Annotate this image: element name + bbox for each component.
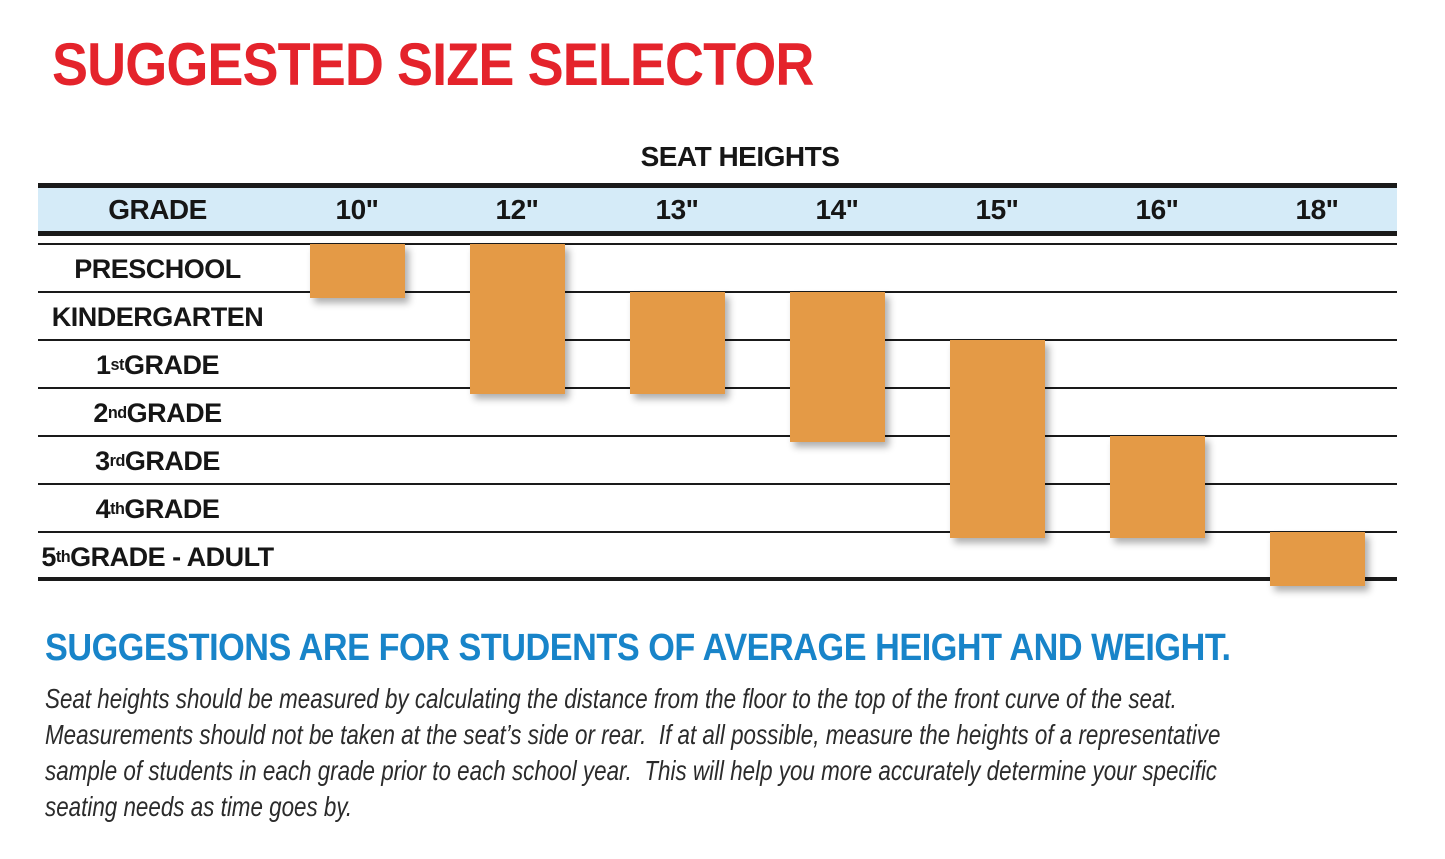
table-row [38,389,1397,437]
grade-text: PRESCHOOL [74,253,241,284]
grade-text: GRADE [123,349,220,380]
size-selector-table: GRADE 10" 12" 13" 14" 15" 16" 18" PRESCHOOL KIN… [38,183,1397,586]
grade-text: 2 [93,397,108,428]
column-header-15in: 15" [975,193,1019,225]
grade-text: GRADE [124,445,221,476]
note-line: Measurements should not be taken at the … [45,719,1221,750]
grade-text: GRADE [124,493,220,524]
column-header-14in: 14" [815,193,859,225]
table-row [38,533,1397,581]
seat-height-bar-13in [629,292,725,394]
column-header-18in: 18" [1295,193,1339,225]
table-header-row: GRADE 10" 12" 13" 14" 15" 16" 18" [38,183,1397,236]
page-title: SUGGESTED SIZE SELECTOR [52,31,814,98]
column-header-grade: GRADE [108,193,207,225]
seat-height-bar-10in [309,244,405,298]
column-header-10in: 10" [335,193,379,225]
grade-text: GRADE [126,397,223,428]
note-paragraph: Seat heights should be measured by calcu… [45,681,1220,825]
grade-text: 3 [95,445,110,476]
seat-height-bar-18in [1269,532,1365,586]
note-heading: SUGGESTIONS ARE FOR STUDENTS OF AVERAGE … [45,627,1231,669]
column-header-16in: 16" [1135,193,1179,225]
table-title: SEAT HEIGHTS [640,141,840,172]
seat-height-bar-12in [469,244,565,394]
grade-text: KINDERGARTEN [51,301,264,332]
header-body-gap [38,236,1397,243]
note-line: Seat heights should be measured by calcu… [45,683,1177,714]
table-row [38,437,1397,485]
grade-text: GRADE - ADULT [70,541,274,572]
grade-text: 1 [96,349,111,380]
grade-text: 4 [95,493,111,524]
seat-height-bar-14in [789,292,885,442]
table-row [38,485,1397,533]
note-line: seating needs as time goes by. [45,791,353,822]
row-label-grade: PRESCHOOL [38,245,277,293]
row-label-grade: KINDERGARTEN [38,293,277,341]
grade-text: 5 [41,541,56,572]
seat-height-bar-16in [1109,436,1205,538]
note-line: sample of students in each grade prior t… [45,755,1218,786]
column-header-13in: 13" [655,193,699,225]
column-header-12in: 12" [495,193,539,225]
seat-height-bar-15in [949,340,1045,538]
